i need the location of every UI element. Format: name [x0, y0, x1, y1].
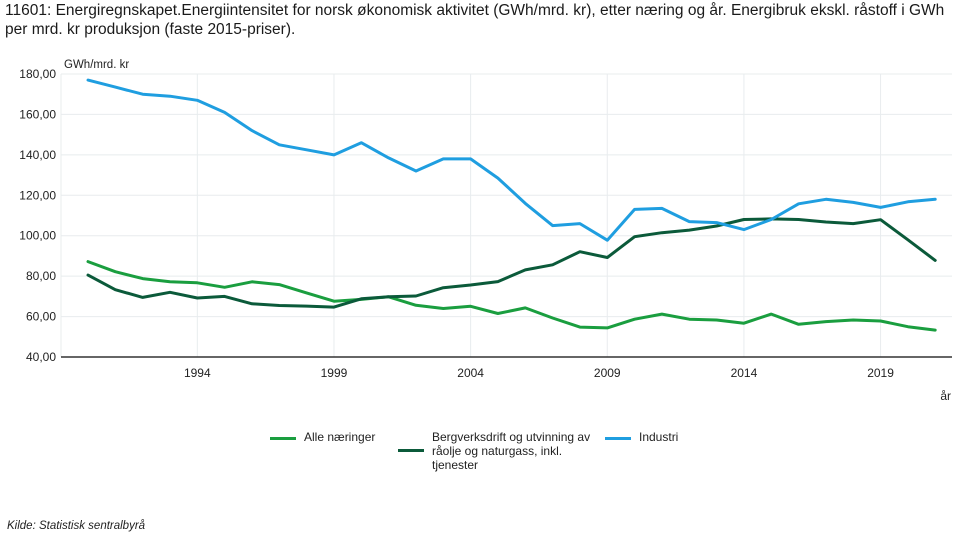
x-tick-label: 2004 [457, 366, 484, 380]
x-tick-label: 2014 [731, 366, 758, 380]
y-axis-ticks: 40,00 60,00 80,00 100,00 120,00 140,00 160,00 1… [19, 67, 56, 364]
chart-title: 11601: Energiregnskapet.Energiintensitet… [5, 2, 945, 38]
legend-swatch-bergverksdrift [398, 449, 424, 452]
source-note: Kilde: Statistisk sentralbyrå [7, 520, 146, 532]
x-axis-ticks: 1994 1999 2004 2009 2014 2019 [184, 366, 894, 380]
legend-item-bergverksdrift[interactable]: Bergverksdrift og utvinning av råolje og… [398, 430, 602, 472]
gridlines [60, 73, 952, 357]
legend-swatch-industri [605, 437, 631, 440]
y-tick-label: 100,00 [19, 229, 56, 243]
series-line-industri [86, 78, 937, 242]
y-tick-label: 160,00 [19, 107, 56, 121]
y-tick-label: 180,00 [19, 67, 56, 81]
y-tick-label: 120,00 [19, 188, 56, 202]
series-line-bergverksdrift [86, 217, 937, 309]
y-tick-label: 80,00 [26, 269, 56, 283]
x-axis-label: år [940, 389, 951, 403]
x-tick-label: 1994 [184, 366, 211, 380]
y-tick-label: 40,00 [26, 350, 56, 364]
legend-label: Alle næringer [304, 430, 376, 444]
y-axis-unit-label: GWh/mrd. kr [64, 59, 129, 71]
legend-swatch-alle-naeringer [270, 437, 296, 440]
x-tick-label: 2009 [594, 366, 621, 380]
x-tick-label: 2019 [867, 366, 894, 380]
y-tick-label: 140,00 [19, 148, 56, 162]
x-tick-label: 1999 [321, 366, 348, 380]
legend-label: Industri [639, 430, 679, 444]
legend-label: Bergverksdrift og utvinning av råolje og… [432, 430, 591, 472]
series-line-alle [86, 260, 937, 332]
y-tick-label: 60,00 [26, 310, 56, 324]
legend-item-industri[interactable]: Industri [605, 430, 678, 444]
legend-item-alle-naeringer[interactable]: Alle næringer [270, 430, 375, 444]
series-lines [86, 78, 937, 332]
